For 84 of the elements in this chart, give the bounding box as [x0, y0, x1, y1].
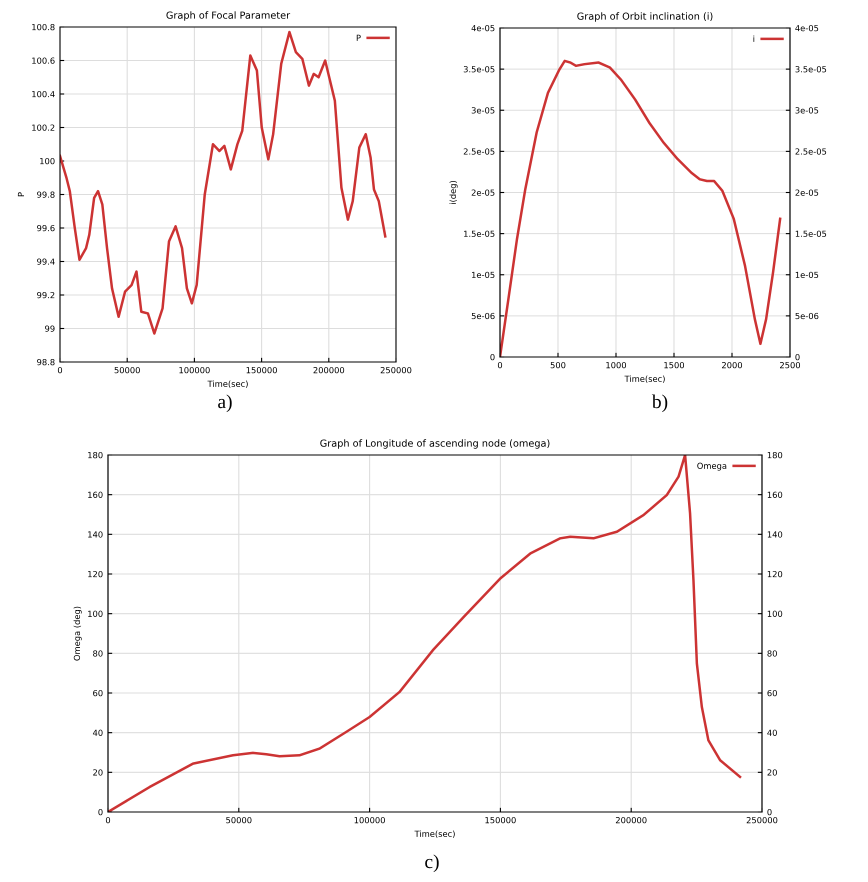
text: c) [425, 854, 439, 872]
y-tick-label: 100.2 [32, 124, 54, 131]
y2-tick-label: 1.5e-05 [796, 230, 826, 237]
y-tick-label: 3.5e-05 [464, 66, 494, 72]
x-tick-label: 150000 [485, 817, 516, 824]
x-tick-label: 100000 [179, 367, 210, 374]
chart-title: Graph of Orbit inclination (i) [577, 12, 712, 22]
y-tick-label: 60 [93, 690, 103, 696]
y-tick-label: 1.5e-05 [464, 230, 494, 237]
y2-tick-label: 40 [767, 730, 777, 736]
line-series [60, 30, 386, 335]
x-tick-label: 50000 [226, 817, 252, 824]
y-tick-label: 100.4 [32, 90, 55, 98]
y-tick-label: 100.6 [32, 57, 55, 64]
y-tick-label: 3e-05 [472, 107, 494, 114]
y-tick-label: 4e-05 [472, 24, 494, 32]
y-tick-label: 40 [92, 730, 103, 736]
y-tick-label: 98.8 [37, 358, 55, 366]
x-tick-label: 500 [550, 362, 566, 368]
x-tick-label: 0 [58, 367, 62, 374]
x-tick-label: 200000 [314, 367, 344, 374]
x-tick-label: 2000 [722, 362, 742, 368]
y-tick-label: 100 [88, 610, 103, 617]
y2-tick-label: 80 [767, 650, 777, 657]
y-tick-label: 0 [490, 354, 495, 360]
y-tick-label: 99.4 [37, 258, 55, 265]
chart-title: Graph of Focal Parameter [166, 11, 290, 21]
x-axis-title: Time(sec) [208, 380, 248, 388]
y2-tick-label: 120 [768, 570, 782, 578]
y2-tick-label: 3e-05 [795, 107, 818, 114]
y-tick-label: 1e-05 [472, 272, 494, 278]
y2-tick-label: 20 [767, 769, 777, 776]
x-tick-label: 1500 [664, 362, 684, 368]
text: b) [652, 394, 668, 412]
y-tick-label: 100.8 [32, 24, 55, 30]
y-tick-label: 2.5e-05 [464, 148, 494, 155]
y2-tick-label: 1e-05 [796, 272, 818, 278]
y-tick-label: 120 [88, 570, 103, 578]
x-tick-label: 250000 [380, 367, 412, 374]
y-tick-label: 80 [93, 650, 103, 657]
y-tick-label: 160 [88, 492, 103, 498]
y-tick-label: 100 [40, 158, 55, 164]
x-axis-title: Time(sec) [414, 830, 455, 838]
y-tick-label: 180 [88, 452, 103, 458]
y2-tick-label: 0 [795, 354, 800, 360]
x-tick-label: 200000 [616, 817, 647, 824]
line-series [500, 60, 782, 357]
y2-tick-label: 0 [767, 808, 772, 816]
legend-label: Omega [697, 462, 726, 471]
y2-tick-label: 60 [767, 690, 777, 696]
chart-title: Graph of Longitude of ascending node (omega) [320, 439, 550, 449]
legend-label: i [753, 36, 754, 42]
y-tick-label: 99.6 [37, 224, 55, 232]
x-tick-label: 0 [498, 362, 502, 368]
x-tick-label: 2500 [780, 362, 800, 368]
y2-tick-label: 2e-05 [795, 189, 818, 196]
y-tick-label: 99.8 [37, 191, 55, 198]
text: a) [218, 394, 232, 412]
x-tick-label: 0 [106, 817, 110, 824]
x-tick-label: 150000 [246, 367, 277, 374]
y2-tick-label: 180 [768, 452, 782, 458]
y2-tick-label: 100 [768, 610, 782, 617]
x-tick-label: 250000 [746, 817, 778, 824]
y-tick-label: 140 [88, 531, 103, 538]
y-tick-label: 20 [93, 769, 103, 776]
y2-tick-label: 5e-06 [796, 312, 818, 320]
y2-tick-label: 2.5e-05 [795, 148, 826, 155]
y-tick-label: 0 [98, 808, 103, 816]
legend-label: P [356, 34, 361, 41]
x-tick-label: 50000 [114, 367, 140, 374]
y-axis-title: Omega (deg) [74, 606, 82, 661]
y2-tick-label: 140 [768, 531, 782, 538]
y-tick-label: 5e-06 [472, 312, 495, 320]
y-axis-title: P [18, 192, 24, 196]
y-tick-label: 99 [45, 325, 55, 332]
y2-tick-label: 4e-05 [795, 24, 818, 32]
x-axis-title: Time(sec) [624, 375, 665, 383]
y-axis-title: i(deg) [450, 180, 458, 204]
x-tick-label: 1000 [606, 362, 626, 368]
y-tick-label: 99.2 [37, 292, 54, 298]
y-tick-label: 2e-05 [472, 189, 494, 196]
y2-tick-label: 160 [768, 492, 782, 498]
y2-tick-label: 3.5e-05 [795, 66, 826, 72]
x-tick-label: 100000 [354, 817, 385, 824]
